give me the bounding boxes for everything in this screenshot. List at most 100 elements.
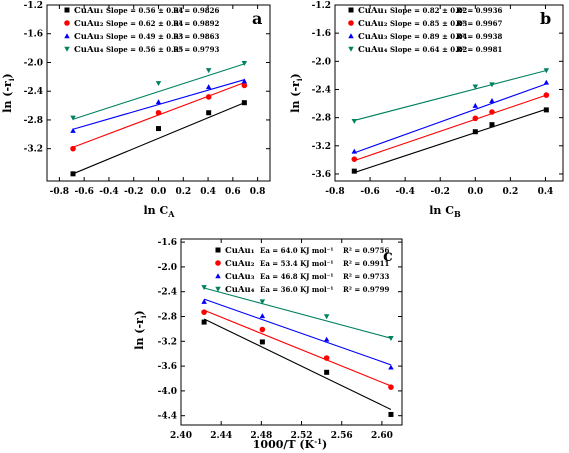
legend-name: CuAu₂ (225, 259, 255, 269)
x-tick-label: -0.4 (99, 187, 118, 197)
legend-name: CuAu₁ (225, 246, 255, 256)
legend: CuAu₁ Ea = 64.0 KJ mol⁻¹ R² = 0.9756 CuAu₂ E… (215, 246, 390, 295)
y-tick-label: -2.0 (312, 57, 331, 67)
data-point (351, 118, 358, 124)
series-4 (351, 68, 550, 124)
legend-r2: R² = 0.9936 (456, 6, 503, 15)
x-tick-label: 0.0 (467, 187, 483, 197)
legend-name: CuAu₃ (74, 32, 104, 42)
legend-r2: R² = 0.9967 (456, 19, 503, 28)
data-point (259, 299, 266, 305)
legend-marker (64, 7, 70, 13)
data-point (489, 109, 495, 115)
y-tick-label: -1.2 (312, 1, 331, 11)
legend-marker (348, 7, 354, 13)
data-point (155, 99, 162, 105)
y-tick-label: -3.6 (158, 362, 177, 372)
y-tick-label: -3.2 (158, 337, 177, 347)
y-tick-label: -1.6 (158, 238, 177, 248)
legend-r2: R² = 0.9733 (343, 272, 390, 281)
data-point (70, 115, 76, 121)
series-3 (351, 79, 550, 154)
data-point (323, 355, 330, 361)
data-point (241, 82, 248, 89)
data-point (388, 336, 394, 341)
y-axis-label: ln (-ri) (289, 73, 304, 112)
y-tick-label: -2.8 (158, 313, 177, 323)
x-tick-label: -0.6 (360, 187, 379, 197)
legend-name: CuAu₁ (74, 6, 104, 16)
y-tick-label: -3.2 (312, 142, 331, 152)
legend-name: CuAu₂ (358, 19, 388, 29)
series-1 (351, 107, 549, 174)
data-point (155, 109, 162, 116)
series-4 (70, 60, 248, 121)
data-point (241, 78, 248, 84)
x-tick-label: 0.2 (503, 187, 519, 197)
legend-name: CuAu₄ (358, 45, 388, 55)
legend-marker (348, 33, 354, 39)
data-point (205, 94, 212, 100)
y-tick-label: -1.2 (24, 1, 43, 11)
data-point (543, 92, 550, 98)
x-tick-label: 2.48 (250, 431, 272, 441)
legend-stat: Slope = 0.82 ± 0.02 (390, 6, 467, 15)
data-point (206, 110, 212, 116)
legend-marker (215, 247, 221, 253)
data-point (205, 84, 212, 90)
y-tick-label: -4.4 (158, 412, 177, 422)
legend-stat: Slope = 0.62 ± 0.04 (106, 19, 183, 28)
legend-marker (215, 273, 221, 279)
data-point (70, 145, 76, 152)
plot-frame (180, 238, 403, 426)
series-2 (351, 92, 550, 162)
legend-name: CuAu₂ (74, 19, 104, 29)
y-tick-label: -2.8 (24, 116, 43, 126)
panel-letter: a (252, 9, 262, 28)
data-point (205, 68, 212, 74)
y-axis-label: ln (-ri) (1, 73, 16, 112)
series-1 (201, 318, 394, 417)
x-tick-label: 0.0 (151, 187, 167, 197)
data-point (324, 369, 330, 375)
data-point (323, 314, 330, 320)
data-point (201, 309, 207, 315)
x-tick-label: 2.56 (331, 431, 353, 441)
fit-line (354, 108, 547, 174)
legend-stat: Slope = 0.49 ± 0.03 (106, 32, 183, 41)
legend-r2: R² = 0.9756 (343, 246, 390, 255)
data-point (489, 122, 495, 128)
legend-stat: Ea = 53.4 KJ mol⁻¹ (260, 259, 333, 268)
legend-name: CuAu₃ (358, 32, 388, 42)
data-point (489, 82, 495, 88)
y-tick-label: -3.2 (24, 145, 43, 155)
panel-a: -0.8 -0.6 -0.4 -0.2 0.0 0.2 0.4 0.6 0.8 -3.2 -2.8 -… (1, 1, 271, 219)
legend-r2: R² = 0.9938 (456, 32, 503, 41)
panel-c: 2.40 2.44 2.48 2.52 2.56 2.60 -4.4 -4.0 -3.6 -3.2… (133, 238, 403, 451)
legend-r2: R² = 0.9793 (173, 45, 220, 54)
legend-marker (64, 33, 70, 39)
y-tick-label: -2.0 (24, 58, 43, 68)
legend-stat: Slope = 0.56 ± 0.05 (106, 45, 183, 54)
fit-line (203, 287, 392, 339)
data-point (543, 68, 550, 74)
fit-line (203, 318, 392, 410)
legend-marker (64, 20, 70, 26)
y-tick-label: -3.6 (312, 170, 331, 180)
data-point (472, 84, 479, 90)
plot-frame (334, 4, 564, 182)
legend-stat: Slope = 0.89 ± 0.04 (390, 32, 467, 41)
fit-line (203, 298, 392, 366)
data-point (241, 100, 247, 106)
data-point (259, 339, 265, 345)
data-point (70, 171, 76, 177)
data-point (351, 168, 357, 174)
series-1 (70, 100, 247, 177)
series-3 (70, 78, 248, 133)
legend-stat: Ea = 36.0 KJ mol⁻¹ (260, 285, 333, 294)
legend-r2: R² = 0.9799 (343, 285, 390, 294)
legend-r2: R² = 0.9826 (173, 6, 220, 15)
x-tick-label: 0.6 (225, 187, 241, 197)
panel-letter: c (383, 246, 393, 265)
